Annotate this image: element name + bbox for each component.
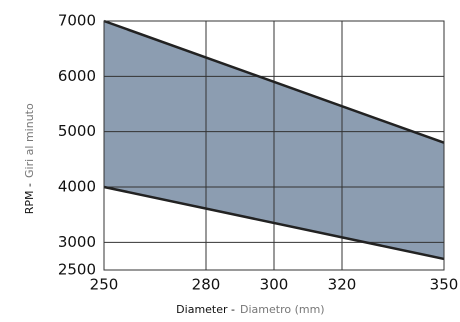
y-tick-label: 7000: [58, 12, 96, 30]
y-tick-label: 6000: [58, 67, 96, 85]
band-edge: [103, 185, 445, 261]
y-tick-label: 2500: [58, 261, 96, 279]
plot-frame: [103, 20, 445, 271]
x-tick-label: 320: [328, 276, 357, 294]
y-label-main: RPM -: [23, 183, 36, 214]
y-label-sub: Giri al minuto: [23, 103, 36, 178]
band-edge: [103, 19, 445, 144]
x-tick-label: 250: [90, 276, 119, 294]
y-tick-label: 5000: [58, 122, 96, 140]
x-label-main: Diameter -: [176, 303, 235, 316]
y-tick-label: 4000: [58, 178, 96, 196]
y-label: RPM - Giri al minuto: [23, 103, 36, 214]
x-label-sub: Diametro (mm): [240, 303, 325, 316]
x-tick-label: 350: [430, 276, 459, 294]
x-tick-label: 280: [192, 276, 221, 294]
y-tick-label: 3000: [58, 233, 96, 251]
x-tick-label: 300: [260, 276, 289, 294]
